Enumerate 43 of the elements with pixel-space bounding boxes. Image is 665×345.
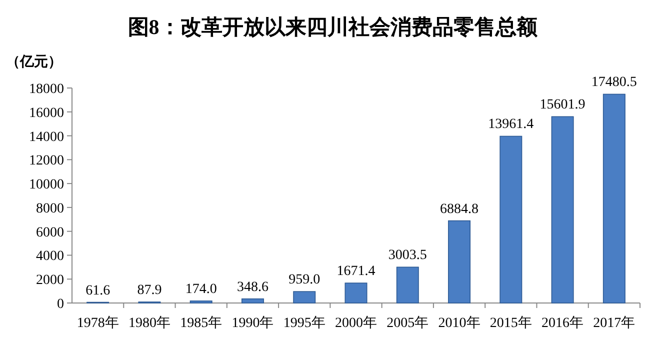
x-tick-label: 2015年 — [490, 315, 532, 331]
data-label: 13961.4 — [488, 117, 534, 132]
y-tick-label: 4000 — [36, 249, 64, 264]
x-tick-label: 1980年 — [128, 315, 170, 331]
y-tick-label: 12000 — [29, 154, 64, 169]
x-tick-label: 1995年 — [283, 315, 326, 331]
x-tick-label: 2005年 — [386, 315, 429, 331]
data-label: 15601.9 — [540, 98, 586, 113]
bar — [448, 220, 471, 304]
bar — [396, 266, 419, 304]
x-tick-label: 1990年 — [232, 315, 274, 331]
data-label: 348.6 — [236, 280, 268, 295]
y-tick-label: 6000 — [36, 225, 64, 240]
bar — [344, 282, 368, 304]
bar — [602, 94, 626, 304]
data-label: 87.9 — [137, 282, 162, 298]
x-tick-label: 2000年 — [335, 315, 377, 331]
bar — [293, 291, 316, 304]
x-tick-label: 1978年 — [76, 315, 119, 331]
y-tick-label: 18000 — [29, 82, 64, 97]
y-tick-label: 2000 — [36, 273, 64, 288]
data-label: 3003.5 — [388, 248, 427, 264]
y-axis-title: （亿元） — [6, 54, 62, 70]
bar — [190, 300, 212, 304]
y-tick-label: 14000 — [29, 130, 64, 145]
data-label: 1671.4 — [336, 264, 376, 280]
bar — [241, 298, 264, 304]
x-tick-label: 2016年 — [542, 315, 584, 331]
y-tick-label: 8000 — [36, 201, 64, 216]
y-tick-label: 0 — [57, 297, 64, 312]
data-label: 6884.8 — [440, 202, 479, 217]
x-tick-label: 2017年 — [593, 315, 636, 331]
x-tick-label: 1985年 — [180, 315, 222, 331]
chart-title: 图8：改革开放以来四川社会消费品零售总额 — [128, 15, 538, 39]
y-tick-label: 10000 — [29, 178, 64, 193]
bar — [551, 116, 574, 304]
data-label: 61.6 — [86, 283, 110, 298]
data-label: 174.0 — [185, 282, 217, 297]
data-label: 959.0 — [288, 272, 320, 288]
data-label: 17480.5 — [591, 75, 637, 90]
x-tick-label: 2010年 — [438, 315, 480, 331]
y-tick-label: 16000 — [29, 106, 64, 121]
bar — [500, 136, 522, 304]
